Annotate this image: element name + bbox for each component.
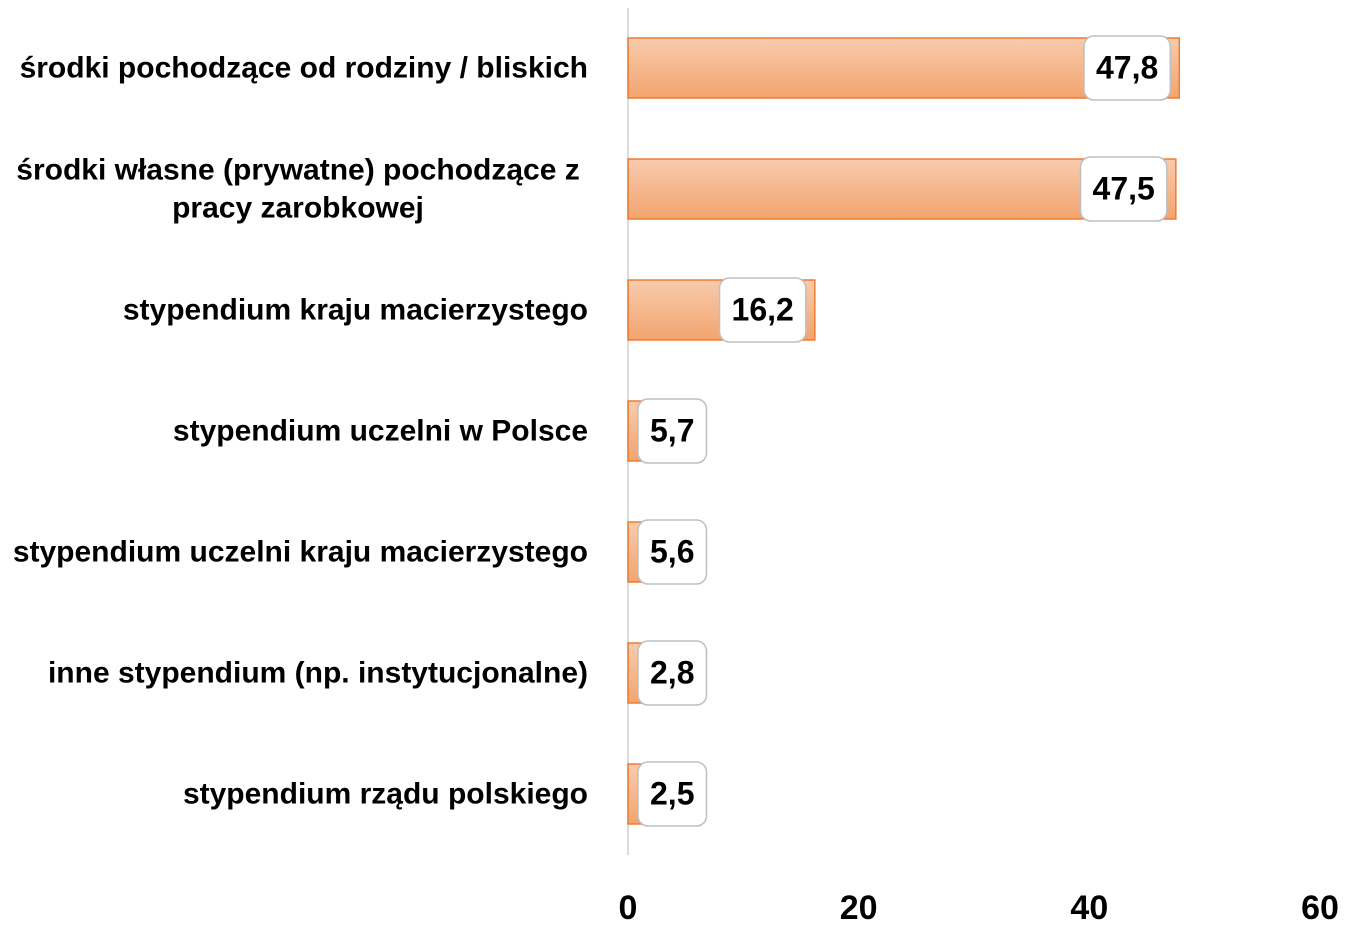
data-label: 47,5 [1093, 170, 1155, 206]
data-label: 2,8 [650, 654, 694, 690]
data-label: 16,2 [732, 291, 794, 327]
data-label-box [637, 761, 708, 827]
data-label: 2,5 [650, 775, 694, 811]
data-label-box [637, 519, 708, 585]
y-tick-label: stypendium rządu polskiego [182, 777, 588, 811]
x-tick-label: 40 [1070, 889, 1108, 925]
x-tick-label: 20 [840, 889, 878, 925]
data-label: 5,6 [650, 533, 694, 569]
y-tick-label: stypendium uczelni w Polsce [172, 414, 588, 448]
data-label: 5,7 [650, 412, 694, 448]
data-label-box [1079, 156, 1168, 222]
data-label-box [718, 277, 807, 343]
y-tick-label: środki pochodzące od rodziny / bliskich [19, 51, 588, 85]
data-label-box [637, 640, 708, 706]
y-tick-label: stypendium uczelni kraju macierzystego [12, 535, 588, 569]
data-label-box [637, 398, 708, 464]
y-tick-label: inne stypendium (np. instytucjonalne) [47, 656, 588, 690]
y-tick-label: środki własne (prywatne) pochodzące z pr… [16, 153, 580, 225]
data-label-box [1083, 35, 1172, 101]
data-label: 47,8 [1096, 49, 1158, 85]
y-tick-label: stypendium kraju macierzystego [122, 293, 588, 327]
x-tick-label: 0 [619, 889, 638, 925]
x-tick-label: 60 [1301, 889, 1339, 925]
